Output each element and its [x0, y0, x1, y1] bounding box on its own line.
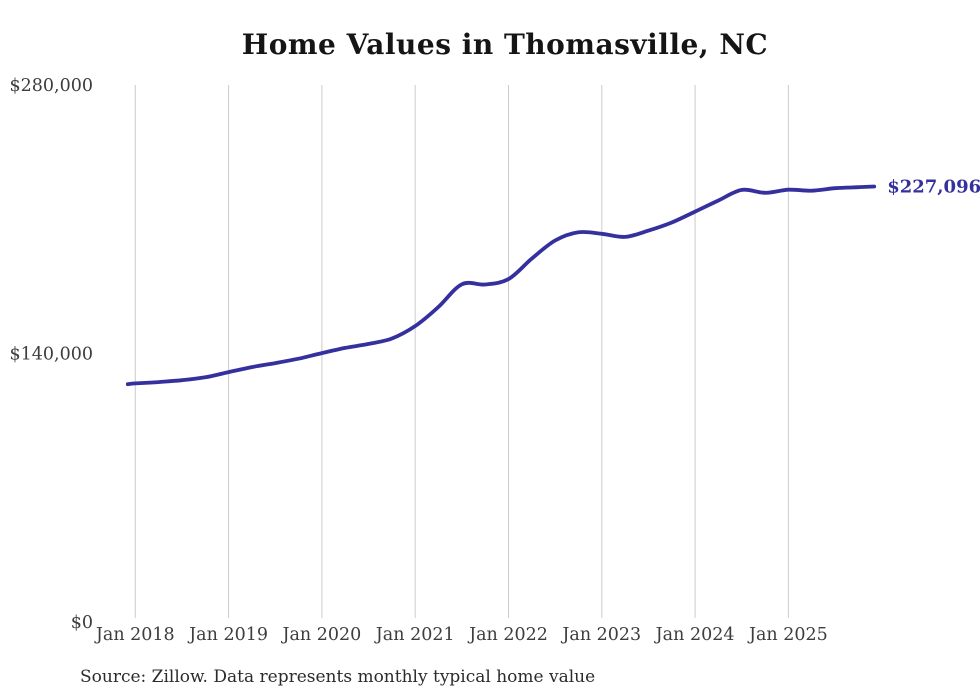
x-tick-label: Jan 2019 — [187, 625, 268, 645]
x-tick-label: Jan 2018 — [94, 625, 175, 645]
home-value-line-series — [125, 184, 877, 387]
x-tick-label: Jan 2020 — [280, 625, 361, 645]
x-tick-label: Jan 2022 — [467, 625, 548, 645]
y-tick-label: $0 — [71, 613, 93, 633]
chart-title: Home Values in Thomasville, NC — [241, 28, 769, 61]
y-tick-label: $280,000 — [9, 76, 93, 96]
x-tick-label: Jan 2025 — [747, 625, 828, 645]
x-tick-label: Jan 2023 — [560, 625, 641, 645]
end-value-label: $227,096 — [887, 177, 980, 198]
x-tick-label: Jan 2021 — [374, 625, 455, 645]
source-note: Source: Zillow. Data represents monthly … — [80, 667, 596, 687]
y-tick-label: $140,000 — [9, 345, 93, 365]
x-tick-label: Jan 2024 — [654, 625, 735, 645]
